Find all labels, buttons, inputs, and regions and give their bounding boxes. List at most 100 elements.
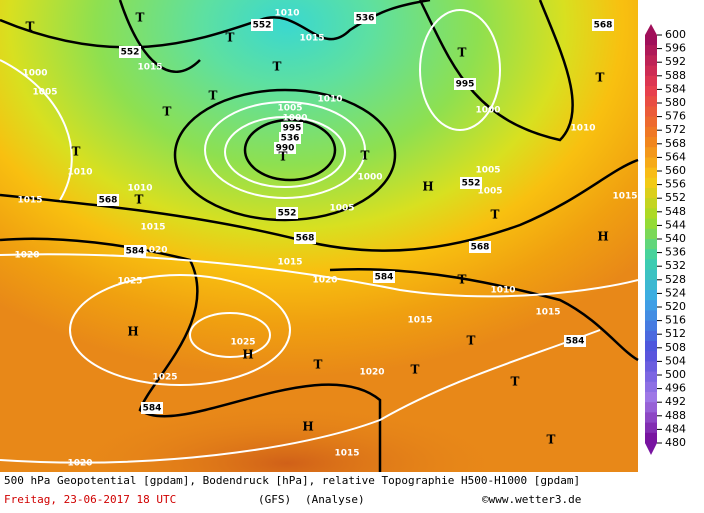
- colorbar-cell: [645, 381, 657, 393]
- pressure-center: T: [135, 193, 144, 207]
- colorbar-label: 564: [665, 150, 686, 163]
- contour-label: 1025: [117, 277, 142, 287]
- pressure-center: T: [467, 334, 476, 348]
- contour-label: 552: [253, 21, 272, 31]
- contour-label: 1000: [282, 114, 307, 124]
- colorbar-label: 504: [665, 354, 686, 367]
- contour-label: 552: [121, 48, 140, 58]
- pressure-center: H: [242, 348, 253, 362]
- colorbar-label: 500: [665, 368, 686, 381]
- contour-label: 1005: [329, 204, 354, 214]
- contour-label: 1015: [140, 223, 165, 233]
- colorbar-cell: [645, 290, 657, 301]
- colorbar-cell: [645, 35, 657, 46]
- colorbar-cell: [645, 279, 657, 291]
- label-box: [279, 132, 301, 144]
- label-box: [274, 142, 296, 154]
- pressure-center: T: [361, 149, 370, 163]
- label-box: [281, 122, 303, 134]
- pressure-center: T: [491, 208, 500, 222]
- contour-label: 990: [276, 144, 295, 154]
- colorbar-cell: [645, 300, 657, 311]
- colorbar-label: 596: [665, 42, 686, 55]
- colorbar-cell: [645, 137, 657, 148]
- pressure-center: T: [596, 71, 605, 85]
- contour-label: 536: [281, 134, 300, 144]
- contour-label: 1025: [152, 373, 177, 383]
- colorbar-cell: [645, 96, 657, 107]
- contour-label: 1010: [274, 9, 299, 19]
- contour-label: 1015: [407, 316, 432, 326]
- pressure-center: H: [422, 180, 433, 194]
- colorbar-cell: [645, 392, 657, 403]
- footer-model: (GFS): [258, 493, 291, 506]
- colorbar-label: 516: [665, 314, 686, 327]
- colorbar-label: 528: [665, 273, 686, 286]
- colorbar-label: 584: [665, 82, 686, 95]
- pressure-center: T: [458, 46, 467, 60]
- contour-label: 1020: [142, 246, 167, 256]
- colorbar-label: 488: [665, 409, 686, 422]
- colorbar-label: 524: [665, 286, 686, 299]
- contour-label: 1020: [14, 251, 39, 261]
- contour-label: 584: [126, 247, 145, 257]
- colorbar-cell: [645, 259, 657, 271]
- colorbar-cell: [645, 106, 657, 118]
- contour-label: 1015: [137, 63, 162, 73]
- pressure-center: T: [547, 433, 556, 447]
- colorbar-arrow: [645, 24, 657, 35]
- colorbar-cell: [645, 208, 657, 220]
- pressure-center: T: [226, 31, 235, 45]
- colorbar-label: 588: [665, 69, 686, 82]
- pressure-center: T: [279, 150, 288, 164]
- contour-label: 568: [594, 21, 613, 31]
- colorbar-cell: [645, 371, 657, 383]
- pressure-center: H: [302, 420, 313, 434]
- colorbar-cell: [645, 269, 657, 281]
- colorbar-label: 592: [665, 55, 686, 68]
- contour-label: 1000: [357, 173, 382, 183]
- colorbar-cell: [645, 422, 657, 434]
- colorbar-cell: [645, 167, 657, 179]
- pressure-contours: [0, 9, 639, 464]
- contour-label: 536: [356, 14, 375, 24]
- pressure-center: H: [597, 230, 608, 244]
- colorbar-label: 580: [665, 96, 686, 109]
- pressure-center: T: [511, 375, 520, 389]
- pressure-center: T: [411, 363, 420, 377]
- contour-label: 1015: [277, 258, 302, 268]
- colorbar-label: 508: [665, 341, 686, 354]
- colorbar-cell: [645, 55, 657, 67]
- colorbar-label: 560: [665, 164, 686, 177]
- contour-label: 584: [566, 337, 585, 347]
- colorbar-label: 568: [665, 137, 686, 150]
- contour-label: 1000: [22, 69, 47, 79]
- label-box: [294, 232, 316, 244]
- colorbar-cell: [645, 361, 657, 373]
- pressure-center: T: [163, 105, 172, 119]
- colorbar-cell: [645, 402, 657, 413]
- colorbar-cell: [645, 126, 657, 138]
- colorbar-label: 540: [665, 232, 686, 245]
- contour-label: 1005: [477, 187, 502, 197]
- label-box: [276, 207, 298, 219]
- contour-label: 1005: [475, 166, 500, 176]
- footer-caption: 500 hPa Geopotential [gpdam], Bodendruck…: [4, 474, 580, 487]
- colorbar-label: 492: [665, 395, 686, 408]
- colorbar-label: 548: [665, 205, 686, 218]
- pressure-center: T: [273, 60, 282, 74]
- colorbar-label: 480: [665, 436, 686, 449]
- label-box: [119, 46, 141, 58]
- contour-label: 1005: [277, 104, 302, 114]
- footer-copyright: ©www.wetter3.de: [482, 493, 581, 506]
- label-box: [460, 177, 482, 189]
- colorbar-arrow: [645, 443, 657, 455]
- footer-background: [0, 472, 638, 513]
- colorbar-label: 512: [665, 327, 686, 340]
- colorbar-cell: [645, 116, 657, 128]
- colorbar-label: 520: [665, 300, 686, 313]
- contour-label: 1025: [230, 338, 255, 348]
- label-box: [354, 12, 376, 24]
- colorbar-cell: [645, 412, 657, 424]
